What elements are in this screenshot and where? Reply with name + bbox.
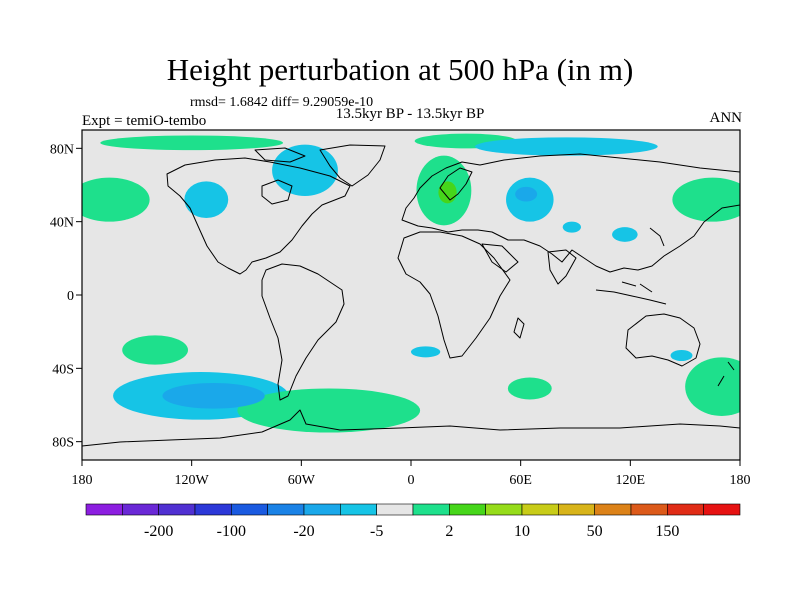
positive-anomaly-region — [122, 335, 189, 365]
coast-eurasia — [401, 153, 740, 273]
negative-anomaly-region — [670, 350, 693, 361]
colorbar-swatch — [231, 503, 268, 516]
rmsd-diff-stats: rmsd= 1.6842 diff= 9.29059e-10 — [190, 95, 374, 110]
colorbar-label: -20 — [293, 523, 314, 540]
colorbar-swatch — [558, 503, 595, 516]
lat-tick-label: 40S — [52, 362, 74, 377]
period-label: 13.5kyr BP - 13.5kyr BP — [335, 106, 485, 122]
latitude-axis: 80N 40N 0 40S 80S — [50, 142, 82, 451]
colorbar-swatch — [340, 503, 377, 516]
coast-south-america — [261, 263, 345, 401]
colorbar-label: 150 — [655, 523, 679, 540]
anomaly-core — [515, 186, 538, 202]
colorbar-swatch — [158, 503, 196, 516]
longitude-axis: 180 120W 60W 0 60E 120E 180 — [72, 460, 751, 488]
lon-tick-label: 180 — [72, 473, 93, 488]
experiment-label: Expt = temiO-tembo — [82, 113, 207, 129]
coast-arabia — [481, 243, 519, 273]
coast-india — [547, 249, 577, 285]
negative-anomaly-region — [272, 144, 338, 196]
lat-tick-label: 80S — [52, 436, 74, 451]
colorbar-swatch — [267, 503, 305, 516]
positive-anomaly-region — [507, 377, 552, 400]
colorbar-swatch — [594, 503, 632, 516]
colorbar-swatch — [85, 503, 123, 516]
anomaly-core — [438, 181, 457, 204]
lon-tick-label: 60W — [288, 473, 316, 488]
colorbar-swatch — [194, 503, 232, 516]
colorbar-swatch — [521, 503, 559, 516]
colorbar-swatch — [303, 503, 341, 516]
positive-anomaly-region — [100, 135, 284, 151]
coast-japan — [649, 227, 665, 247]
negative-anomaly-region — [184, 181, 229, 219]
lat-tick-label: 0 — [67, 289, 74, 304]
negative-anomaly-region — [562, 221, 581, 233]
negative-anomaly-region — [474, 137, 658, 156]
colorbar-swatch — [412, 503, 450, 516]
coastlines — [82, 144, 740, 447]
colorbar-swatch — [630, 503, 668, 516]
colorbar-label: 2 — [445, 523, 453, 540]
coast-hudson-bay — [261, 179, 293, 205]
colorbar: -200 -100 -20 -5 2 10 50 150 — [85, 503, 741, 540]
negative-anomaly-region — [411, 346, 441, 358]
colorbar-swatch — [449, 503, 486, 516]
colorbar-label: -200 — [144, 523, 173, 540]
positive-anomaly-region — [685, 357, 740, 416]
lon-tick-label: 180 — [730, 473, 751, 488]
lat-tick-label: 40N — [50, 216, 74, 231]
lon-tick-label: 120W — [175, 473, 210, 488]
coast-africa — [397, 231, 511, 359]
positive-anomaly-region — [237, 388, 421, 433]
lon-tick-label: 60E — [509, 473, 532, 488]
lon-tick-label: 120E — [616, 473, 646, 488]
coast-north-america — [166, 157, 351, 275]
positive-anomaly-region — [82, 177, 150, 222]
colorbar-swatch — [667, 503, 704, 516]
coast-australia — [625, 313, 701, 367]
coast-indonesia — [595, 281, 667, 305]
colorbar-label: 50 — [587, 523, 603, 540]
colorbar-swatch — [122, 503, 159, 516]
perturbation-fields — [82, 133, 740, 433]
coast-greenland — [319, 144, 386, 187]
colorbar-swatch — [703, 503, 741, 516]
anomaly-core — [162, 383, 265, 409]
lon-tick-label: 0 — [408, 473, 415, 488]
coast-arctic-islands — [254, 147, 306, 163]
negative-anomaly-region — [612, 227, 638, 242]
coast-scandinavia — [439, 167, 473, 201]
colorbar-swatch — [376, 503, 414, 516]
colorbar-label: -5 — [370, 523, 383, 540]
season-label: ANN — [709, 110, 743, 126]
colorbar-swatch — [485, 503, 523, 516]
coast-madagascar — [513, 317, 525, 339]
colorbar-label: 10 — [514, 523, 530, 540]
colorbar-label: -100 — [217, 523, 246, 540]
positive-anomaly-region — [672, 177, 740, 222]
coast-new-zealand — [717, 361, 735, 387]
coast-antarctica — [82, 409, 740, 447]
plot-title: Height perturbation at 500 hPa (in m) — [166, 52, 634, 87]
lat-tick-label: 80N — [50, 142, 74, 157]
